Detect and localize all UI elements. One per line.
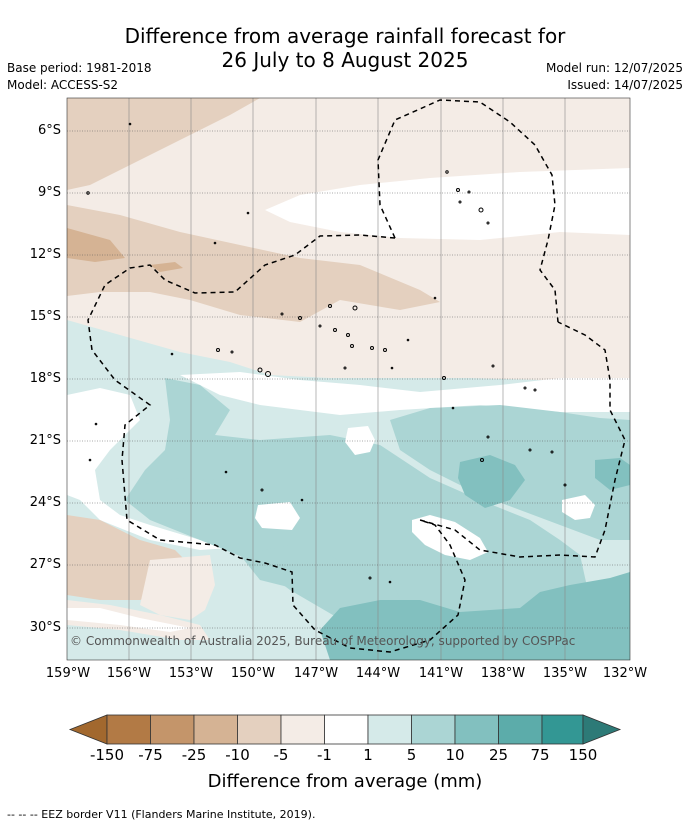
rainfall-map [67, 98, 630, 660]
issued-date: Issued: 14/07/2025 [567, 78, 683, 92]
colorbar-title: Difference from average (mm) [207, 771, 483, 792]
lat-label: 18°S [29, 371, 61, 386]
colorbar-label: -1 [317, 746, 332, 764]
map-title: Difference from average rainfall forecas… [0, 24, 690, 72]
base-period: Base period: 1981-2018 [7, 61, 152, 75]
meta-right: Model run: 12/07/2025 Issued: 14/07/2025 [546, 60, 683, 94]
lon-label: 132°W [602, 666, 648, 681]
model-run: Model run: 12/07/2025 [545, 61, 683, 75]
lat-label: 27°S [29, 557, 61, 572]
meta-left: Base period: 1981-2018 Model: ACCESS-S2 [7, 60, 152, 94]
islands [86, 122, 567, 584]
lat-label: 6°S [37, 123, 61, 138]
colorbar-label: -10 [225, 746, 250, 764]
eez-footnote: -- -- -- EEZ border V11 (Flanders Marine… [7, 808, 316, 821]
lat-label: 30°S [29, 620, 61, 635]
colorbar-label: 10 [445, 746, 465, 764]
lon-label: 156°W [106, 666, 152, 681]
colorbar [68, 714, 622, 745]
lon-label: 141°W [418, 666, 464, 681]
colorbar-extend-low [68, 714, 108, 745]
eez-border-french-polynesia [87, 234, 626, 653]
lon-label: 144°W [355, 666, 401, 681]
title-line-2: 26 July to 8 August 2025 [221, 48, 469, 72]
lat-label: 12°S [29, 247, 61, 262]
lat-label: 24°S [29, 495, 61, 510]
colorbar-label: -150 [89, 746, 125, 764]
colorbar-label: 5 [406, 746, 417, 764]
lat-label: 15°S [29, 309, 61, 324]
title-line-1: Difference from average rainfall forecas… [124, 24, 566, 48]
lon-label: 153°W [168, 666, 214, 681]
copyright-notice: © Commonwealth of Australia 2025, Bureau… [70, 634, 576, 648]
model-name: Model: ACCESS-S2 [7, 78, 119, 92]
lon-label: 147°W [293, 666, 339, 681]
colorbar-label: -5 [273, 746, 289, 764]
lon-label: 150°W [230, 666, 276, 681]
lon-label: 138°W [480, 666, 526, 681]
lon-label: 159°W [45, 666, 91, 681]
colorbar-label: -25 [181, 746, 207, 764]
colorbar-extend-high [582, 714, 622, 745]
lat-label: 21°S [29, 433, 61, 448]
lat-label: 9°S [37, 185, 61, 200]
lon-label: 135°W [542, 666, 588, 681]
colorbar-label: 25 [488, 746, 509, 764]
colorbar-label: 75 [530, 746, 550, 764]
colorbar-label: -75 [138, 746, 163, 764]
colorbar-label: 1 [363, 746, 373, 764]
colorbar-label: 150 [568, 746, 598, 764]
